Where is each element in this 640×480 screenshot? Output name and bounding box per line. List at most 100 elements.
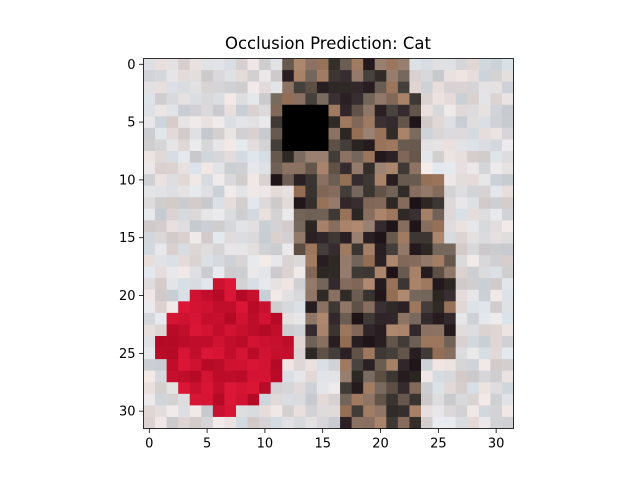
image-pixel [386, 243, 399, 256]
image-pixel [189, 208, 202, 221]
image-pixel [293, 370, 306, 383]
image-pixel [189, 359, 202, 372]
image-pixel [293, 231, 306, 244]
image-pixel [467, 336, 480, 348]
image-pixel [247, 359, 260, 372]
image-pixel [340, 405, 352, 418]
image-pixel [166, 231, 179, 244]
image-pixel [178, 58, 191, 71]
image-pixel [236, 58, 248, 71]
image-pixel [224, 382, 237, 395]
image-pixel [478, 347, 491, 360]
image-pixel [340, 220, 352, 233]
image-pixel [293, 243, 306, 256]
image-pixel [247, 382, 260, 395]
image-pixel [143, 370, 156, 383]
image-pixel [305, 162, 318, 175]
image-pixel [282, 324, 295, 337]
image-pixel [270, 255, 283, 267]
image-pixel [212, 278, 225, 291]
image-pixel [189, 81, 202, 94]
image-pixel [501, 301, 514, 314]
image-pixel [455, 93, 468, 106]
image-pixel [143, 58, 156, 71]
image-pixel [212, 266, 225, 279]
image-pixel [363, 359, 376, 372]
image-pixel [305, 312, 318, 325]
image-pixel [467, 370, 480, 383]
image-pixel [363, 301, 376, 314]
image-pixel [328, 393, 341, 406]
image-pixel [328, 416, 341, 429]
image-pixel [421, 139, 433, 152]
image-pixel [236, 208, 248, 221]
image-pixel [363, 70, 376, 82]
image-pixel [455, 220, 468, 233]
image-pixel [189, 127, 202, 140]
image-pixel [455, 208, 468, 221]
y-tick-label: 25 [119, 347, 136, 362]
image-pixel [259, 393, 272, 406]
image-pixel [351, 151, 364, 163]
image-pixel [224, 174, 237, 187]
image-pixel [259, 278, 272, 291]
image-pixel [189, 312, 202, 325]
image-pixel [374, 70, 387, 82]
image-pixel [374, 289, 387, 302]
image-pixel [351, 347, 364, 360]
image-pixel [282, 359, 295, 372]
image-pixel [374, 139, 387, 152]
image-pixel [155, 231, 167, 244]
image-pixel [478, 255, 491, 267]
image-pixel [467, 220, 480, 233]
image-pixel [478, 324, 491, 337]
image-pixel [397, 127, 410, 140]
image-pixel [143, 104, 156, 117]
image-pixel [409, 104, 422, 117]
image-pixel [259, 116, 272, 129]
image-pixel [224, 243, 237, 256]
image-pixel [444, 312, 457, 325]
image-pixel [397, 151, 410, 163]
image-pixel [212, 127, 225, 140]
image-pixel [178, 151, 191, 163]
image-pixel [282, 301, 295, 314]
image-pixel [351, 104, 364, 117]
image-pixel [340, 359, 352, 372]
image-pixel [201, 324, 214, 337]
image-pixel [432, 243, 445, 256]
image-pixel [328, 405, 341, 418]
image-pixel [478, 289, 491, 302]
image-pixel [444, 231, 457, 244]
image-pixel [143, 151, 156, 163]
image-pixel [340, 151, 352, 163]
image-pixel [328, 382, 341, 395]
image-pixel [374, 266, 387, 279]
image-pixel [166, 104, 179, 117]
image-pixel [467, 197, 480, 210]
image-pixel [178, 324, 191, 337]
image-pixel [490, 127, 503, 140]
image-pixel [374, 220, 387, 233]
image-pixel [143, 208, 156, 221]
image-pixel [178, 405, 191, 418]
image-pixel [478, 301, 491, 314]
image-pixel [421, 93, 433, 106]
image-pixel [386, 93, 399, 106]
image-pixel [455, 324, 468, 337]
image-pixel [201, 162, 214, 175]
image-pixel [397, 70, 410, 82]
image-pixel [201, 393, 214, 406]
image-pixel [421, 116, 433, 129]
image-pixel [374, 243, 387, 256]
image-pixel [444, 336, 457, 348]
image-pixel [178, 127, 191, 140]
image-pixel [397, 370, 410, 383]
image-pixel [155, 405, 167, 418]
x-tick-label: 5 [203, 437, 211, 452]
image-pixel [247, 405, 260, 418]
image-pixel [305, 382, 318, 395]
image-pixel [201, 266, 214, 279]
image-pixel [444, 93, 457, 106]
image-pixel [189, 255, 202, 267]
